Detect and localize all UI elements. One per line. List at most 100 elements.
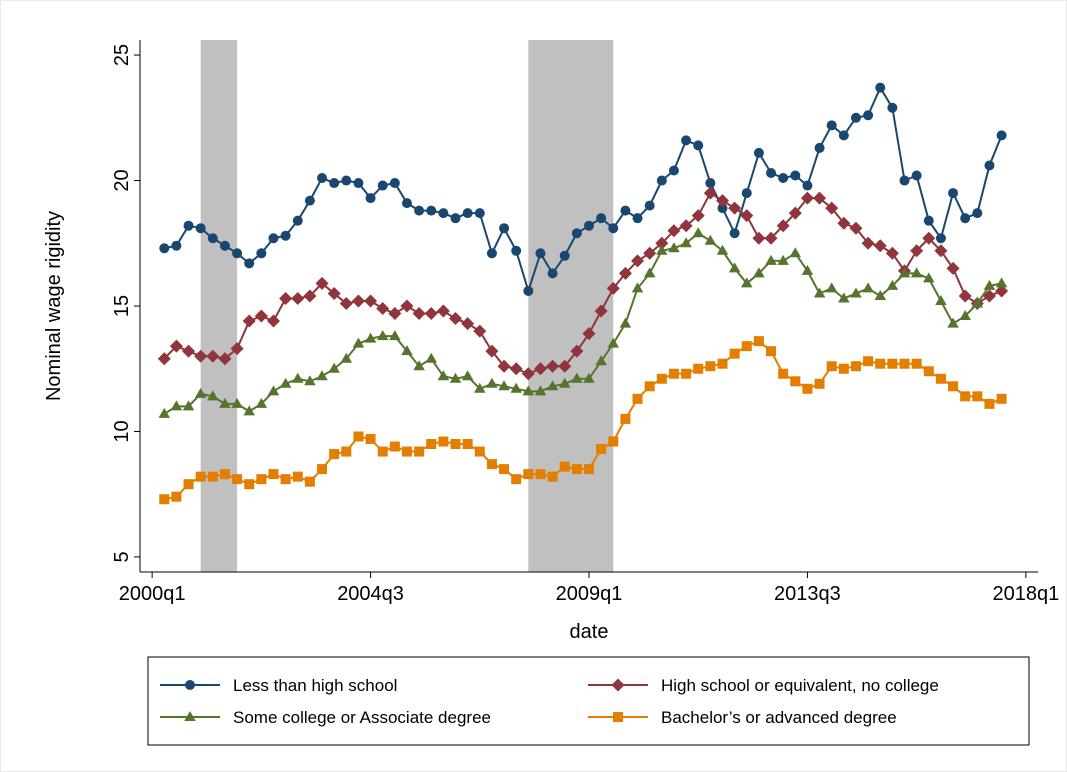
marker bbox=[911, 170, 922, 181]
series-line bbox=[163, 191, 1002, 375]
marker bbox=[753, 147, 764, 158]
marker bbox=[681, 135, 692, 146]
marker bbox=[766, 346, 777, 357]
marker bbox=[753, 267, 765, 278]
marker bbox=[450, 213, 461, 224]
marker bbox=[584, 220, 594, 231]
marker bbox=[693, 140, 704, 151]
marker bbox=[182, 400, 195, 411]
marker bbox=[159, 494, 170, 505]
marker bbox=[340, 352, 353, 363]
marker bbox=[195, 223, 206, 234]
marker bbox=[788, 206, 802, 220]
marker bbox=[898, 267, 911, 278]
marker bbox=[571, 228, 582, 239]
marker bbox=[667, 224, 681, 238]
marker bbox=[752, 231, 766, 245]
marker bbox=[169, 339, 183, 353]
marker bbox=[644, 381, 655, 392]
marker bbox=[982, 289, 996, 303]
marker bbox=[776, 219, 790, 233]
x-tick-label: 2013q3 bbox=[774, 583, 841, 605]
marker bbox=[996, 130, 1007, 141]
marker bbox=[656, 244, 668, 255]
marker bbox=[825, 201, 839, 215]
marker bbox=[388, 307, 402, 321]
marker bbox=[802, 383, 813, 394]
marker bbox=[449, 372, 462, 383]
marker bbox=[510, 382, 522, 393]
marker bbox=[377, 180, 388, 191]
marker bbox=[535, 469, 546, 480]
marker bbox=[219, 469, 230, 480]
marker bbox=[559, 250, 570, 261]
marker bbox=[958, 289, 972, 303]
marker bbox=[778, 173, 789, 184]
marker bbox=[729, 348, 740, 359]
marker bbox=[183, 220, 194, 231]
marker bbox=[899, 358, 910, 369]
marker bbox=[219, 397, 231, 408]
marker bbox=[619, 317, 632, 328]
marker bbox=[825, 282, 838, 293]
marker bbox=[983, 279, 996, 290]
marker bbox=[643, 246, 657, 260]
marker bbox=[473, 324, 487, 338]
marker bbox=[764, 231, 778, 245]
marker bbox=[741, 277, 753, 288]
marker bbox=[814, 378, 825, 389]
marker bbox=[691, 209, 705, 223]
legend-label: Some college or Associate degree bbox=[233, 708, 491, 727]
marker bbox=[400, 299, 414, 313]
marker bbox=[219, 240, 230, 251]
marker bbox=[643, 267, 656, 278]
marker bbox=[353, 431, 364, 442]
marker bbox=[509, 362, 523, 376]
marker bbox=[960, 213, 971, 224]
marker bbox=[972, 391, 983, 402]
marker bbox=[171, 491, 182, 502]
marker bbox=[644, 200, 655, 211]
marker bbox=[474, 446, 485, 457]
marker bbox=[377, 446, 388, 457]
marker bbox=[207, 233, 218, 244]
marker bbox=[885, 246, 899, 260]
marker bbox=[801, 264, 814, 275]
marker bbox=[511, 474, 522, 485]
marker bbox=[268, 233, 279, 244]
marker bbox=[790, 170, 801, 181]
marker bbox=[947, 317, 959, 328]
marker bbox=[522, 385, 535, 396]
marker bbox=[862, 282, 874, 293]
marker bbox=[559, 461, 570, 472]
marker bbox=[232, 474, 243, 485]
marker bbox=[230, 342, 244, 356]
marker bbox=[401, 446, 412, 457]
series-line bbox=[164, 339, 1002, 501]
marker bbox=[184, 711, 196, 721]
marker bbox=[656, 373, 667, 384]
marker bbox=[242, 314, 256, 328]
marker bbox=[376, 302, 390, 316]
marker bbox=[705, 178, 716, 189]
marker bbox=[461, 317, 475, 331]
marker bbox=[681, 368, 692, 379]
marker bbox=[656, 175, 667, 186]
marker bbox=[995, 284, 1009, 298]
marker bbox=[329, 178, 340, 189]
marker bbox=[959, 310, 971, 321]
marker bbox=[365, 434, 376, 444]
marker bbox=[802, 180, 813, 191]
marker bbox=[887, 358, 898, 369]
marker bbox=[814, 142, 825, 153]
marker bbox=[668, 368, 679, 379]
marker bbox=[813, 191, 827, 205]
marker bbox=[547, 268, 558, 279]
marker bbox=[328, 362, 340, 373]
marker bbox=[692, 227, 704, 238]
marker bbox=[304, 195, 315, 206]
marker bbox=[218, 352, 232, 366]
marker bbox=[874, 289, 886, 300]
marker bbox=[766, 168, 777, 178]
x-tick-label: 2009q1 bbox=[556, 583, 623, 605]
